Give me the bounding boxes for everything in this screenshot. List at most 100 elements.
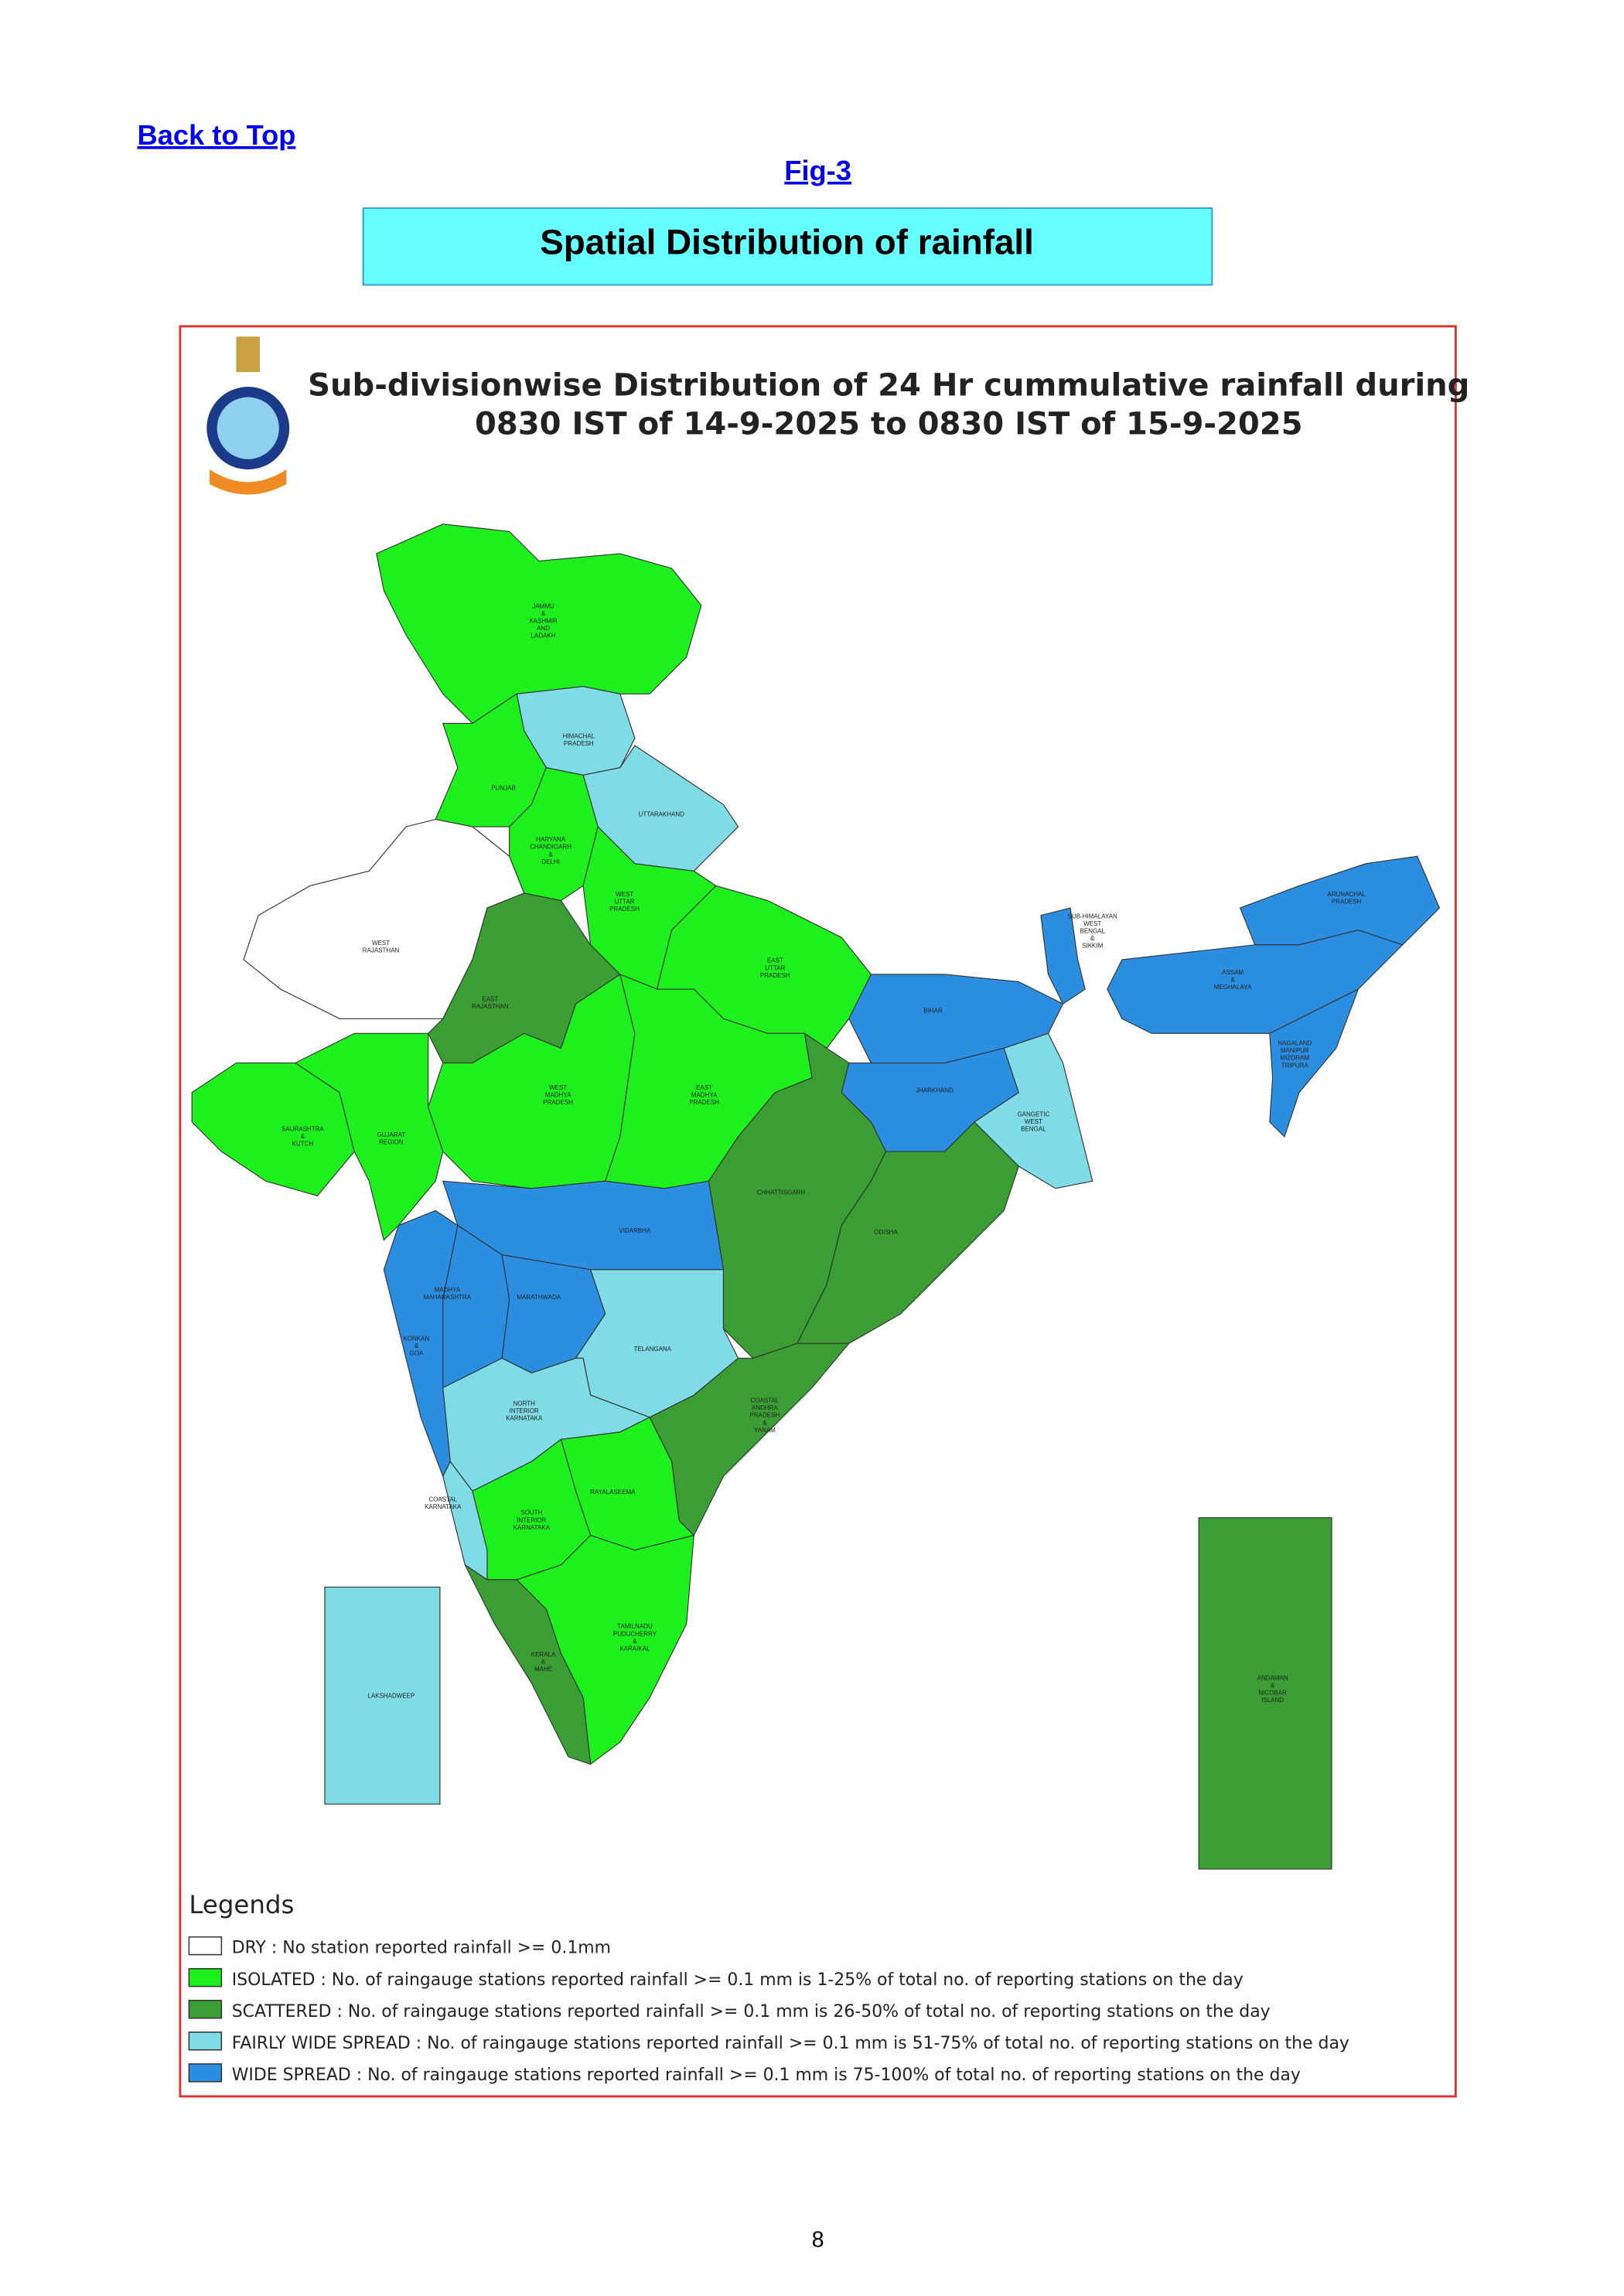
region-label: EAST (767, 957, 783, 964)
region-label: AND (537, 625, 550, 632)
region-label: MAHE (534, 1666, 552, 1673)
figure-label[interactable]: Fig-3 (784, 155, 851, 186)
region-label: ISLAND (1261, 1697, 1284, 1704)
region-label: WEST (372, 940, 390, 947)
legend-swatch (188, 2063, 223, 2083)
map-title-line: 0830 IST of 14-9-2025 to 0830 IST of 15-… (475, 406, 1303, 442)
region-label: GOA (409, 1350, 423, 1357)
region-label: GUJARAT (377, 1131, 406, 1138)
region-label: REGION (379, 1139, 404, 1146)
back-to-top-link[interactable]: Back to Top (138, 119, 296, 151)
region (294, 1032, 444, 1241)
legend-swatch (188, 1936, 223, 1956)
region-label: WEST (616, 891, 633, 898)
region (191, 1062, 355, 1197)
region-label: & (1090, 935, 1095, 942)
legend-swatch (188, 2032, 223, 2051)
region-label: RAJASTHAN (472, 1003, 509, 1010)
region-label: & (633, 1638, 637, 1645)
region-label: NICOBAR (1258, 1690, 1287, 1697)
region (796, 1121, 1019, 1344)
legend-swatch (188, 2000, 223, 2019)
region-label: & (1271, 1682, 1275, 1689)
region-label: COASTAL (751, 1397, 780, 1404)
region-label: MADHYA (691, 1091, 718, 1098)
region-label: & (541, 1659, 546, 1666)
region-label: MEGHALAYA (1214, 984, 1252, 991)
region-label: INTERIOR (517, 1516, 546, 1523)
region-label: PRADESH (1332, 898, 1362, 905)
region-label: & (1230, 977, 1235, 984)
region (1198, 1516, 1332, 1870)
region-label: MARATHWADA (517, 1294, 561, 1301)
region-label: KARAIKAL (619, 1645, 650, 1652)
region-label: & (541, 610, 546, 617)
region-label: BENGAL (1021, 1125, 1046, 1132)
region-label: KONKAN (403, 1335, 429, 1342)
region-label: PRADESH (689, 1099, 719, 1106)
region-label: MAHARASHTRA (424, 1294, 472, 1301)
region-label: RAJASTHAN (363, 947, 400, 954)
region-label: EAST (482, 995, 498, 1002)
region-label: KARNATAKA (513, 1524, 551, 1531)
region-label: VIDARBHA (619, 1227, 651, 1234)
region-label: TAMILNADU (617, 1623, 653, 1630)
region-label: BIHAR (923, 1008, 943, 1015)
region (463, 1563, 592, 1765)
region (324, 1586, 441, 1805)
legend-swatch (188, 1967, 223, 1987)
legend-label: WIDE SPREAD : No. of raingauge stations … (232, 2066, 1301, 2085)
region-label: KERALA (531, 1651, 556, 1658)
region-label: PRADESH (750, 1412, 780, 1419)
logo-ribbon (210, 469, 287, 495)
region-label: TELANGANA (634, 1346, 672, 1353)
region-label: PUDUCHERRY (613, 1630, 657, 1637)
title-box (362, 207, 1213, 286)
page-title: Spatial Distribution of rainfall (540, 222, 1034, 261)
region-label: HARYANA (536, 836, 566, 843)
region-label: HIMACHAL (563, 733, 595, 740)
region-label: UTTAR (615, 898, 635, 905)
region-label: & (301, 1133, 305, 1140)
region-label: PRADESH (564, 740, 594, 747)
region-label: ARUNACHAL (1327, 891, 1366, 898)
legend-label: SCATTERED : No. of raingauge stations re… (232, 2002, 1271, 2021)
region-label: LADAKH (531, 633, 556, 640)
region-label: YANAM (754, 1427, 776, 1434)
map-title-line: Sub-divisionwise Distribution of 24 Hr c… (308, 368, 1469, 404)
page-number: 8 (812, 2228, 824, 2253)
region-label: & (415, 1342, 419, 1349)
region-label: KUTCH (292, 1140, 314, 1147)
region-label: KARNATAKA (506, 1415, 543, 1422)
region-label: SIKKIM (1082, 943, 1103, 950)
region-label: CHHATTISGARH (757, 1189, 806, 1196)
region-label: PRADESH (760, 972, 790, 979)
region-label: NAGALAND (1278, 1040, 1312, 1047)
region-label: MADHYA (435, 1286, 461, 1293)
region-label: MIZORAM (1280, 1055, 1309, 1062)
region-label: MANIPUR (1281, 1047, 1309, 1054)
region-labels: JAMMU&KASHMIRANDLADAKHHIMACHALPRADESHPUN… (281, 603, 1366, 1704)
region (243, 818, 525, 1019)
region (1269, 988, 1360, 1138)
region-label: BENGAL (1080, 928, 1105, 935)
region-label: KARNATAKA (425, 1503, 462, 1510)
region-label: JAMMU (532, 603, 554, 610)
imd-logo (206, 336, 290, 495)
region-label: PRADESH (543, 1099, 573, 1106)
region-label: UTTARAKHAND (639, 811, 685, 818)
region-label: TRIPURA (1281, 1062, 1309, 1069)
region-label: WEST (1083, 920, 1101, 927)
region-label: CHANDIGARH (530, 844, 571, 851)
logo-emblem (236, 336, 261, 373)
region-label: JHARKHAND (916, 1087, 954, 1094)
legend-label: DRY : No station reported rainfall >= 0.… (232, 1939, 611, 1958)
region-label: WEST (549, 1084, 567, 1091)
region-label: WEST (1025, 1118, 1042, 1125)
legend-label: FAIRLY WIDE SPREAD : No. of raingauge st… (232, 2034, 1349, 2053)
logo-globe (217, 397, 279, 459)
legend-label: ISOLATED : No. of raingauge stations rep… (232, 1970, 1244, 1990)
region-label: INTERIOR (510, 1407, 539, 1414)
region-label: ASSAM (1222, 969, 1244, 976)
